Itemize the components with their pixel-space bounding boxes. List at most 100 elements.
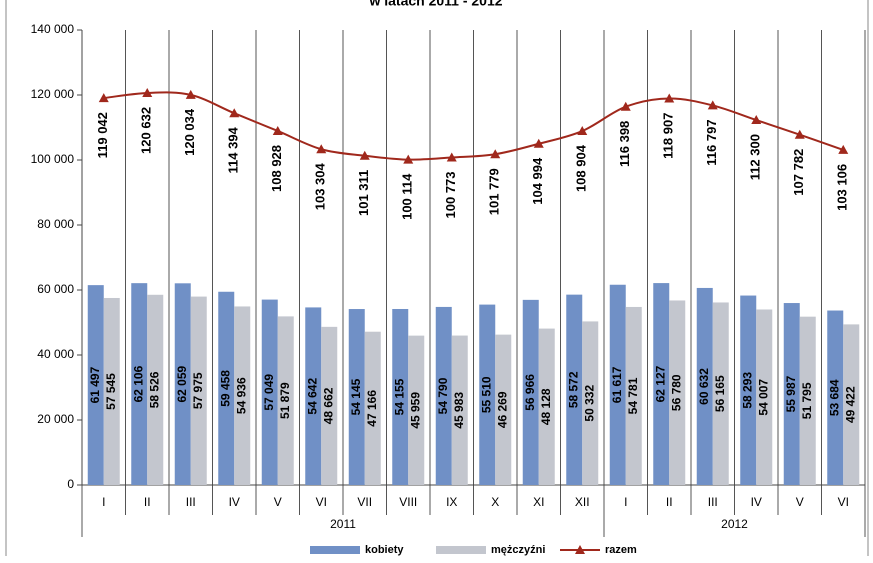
value-label: 57 545 [104, 373, 118, 410]
bar [234, 306, 251, 485]
x-tick-label: III [186, 495, 196, 509]
value-label: 61 497 [88, 366, 102, 403]
value-label: 54 145 [349, 378, 363, 415]
bar [538, 328, 555, 485]
value-label: 112 300 [748, 134, 763, 180]
value-label: 56 966 [523, 374, 537, 411]
x-tick-label: IX [446, 495, 457, 509]
group-label: 2011 [330, 517, 356, 531]
value-label: 104 994 [530, 157, 545, 205]
x-tick-label: V [796, 495, 804, 509]
value-label: 116 797 [704, 119, 719, 165]
y-tick-label: 40 000 [37, 347, 74, 361]
chart-title: w latach 2011 - 2012 [368, 0, 502, 9]
x-tick-label: XII [575, 495, 590, 509]
bar [783, 303, 800, 485]
marker [577, 126, 588, 136]
legend-label: kobiety [365, 544, 404, 556]
marker [98, 93, 109, 103]
value-label: 62 059 [175, 365, 189, 402]
bar [740, 295, 757, 485]
legend-swatch [575, 545, 585, 554]
y-tick-label: 120 000 [31, 87, 75, 101]
bar [348, 309, 365, 485]
marker [272, 125, 283, 135]
value-label: 54 781 [626, 377, 640, 414]
bar [174, 283, 191, 485]
bar [756, 309, 773, 485]
x-tick-label: II [666, 495, 673, 509]
value-label: 103 304 [313, 163, 328, 211]
value-label: 45 959 [408, 392, 422, 429]
value-label: 47 166 [365, 390, 379, 427]
marker [446, 152, 457, 162]
value-label: 46 269 [495, 391, 509, 428]
value-label: 61 617 [610, 366, 624, 403]
bar [131, 283, 148, 485]
x-tick-label: VII [357, 495, 372, 509]
marker [359, 150, 370, 160]
value-label: 51 795 [800, 382, 814, 419]
value-label: 60 632 [697, 368, 711, 405]
value-label: 119 042 [95, 112, 110, 158]
bar [364, 331, 381, 485]
bar [479, 304, 496, 485]
bar [305, 307, 322, 485]
marker [490, 149, 501, 159]
value-label: 54 936 [234, 377, 248, 414]
marker [707, 100, 718, 110]
value-label: 108 928 [269, 145, 284, 192]
value-label: 59 458 [218, 370, 232, 407]
value-label: 100 773 [443, 171, 458, 218]
x-tick-label: VI [838, 495, 849, 509]
marker [142, 87, 153, 97]
value-label: 55 987 [784, 375, 798, 412]
bar [696, 287, 713, 485]
value-label: 101 779 [487, 168, 502, 215]
value-label: 114 394 [226, 126, 241, 173]
value-label: 50 332 [582, 385, 596, 422]
value-label: 118 907 [661, 113, 676, 159]
value-label: 107 782 [791, 149, 806, 196]
bar [653, 283, 670, 485]
x-tick-label: IV [229, 495, 240, 509]
y-tick-label: 0 [67, 477, 74, 491]
bar [799, 316, 816, 485]
x-tick-label: V [274, 495, 282, 509]
x-tick-label: III [708, 495, 718, 509]
bar [582, 321, 599, 485]
x-tick-label: VI [316, 495, 327, 509]
value-label: 58 526 [147, 371, 161, 408]
value-label: 45 983 [452, 392, 466, 429]
bar [190, 296, 207, 485]
value-label: 103 106 [835, 164, 850, 211]
value-label: 62 127 [653, 365, 667, 402]
value-label: 120 034 [182, 108, 197, 156]
bar [321, 326, 338, 485]
value-label: 54 007 [756, 379, 770, 416]
value-label: 62 106 [131, 365, 145, 402]
value-label: 49 422 [843, 386, 857, 423]
bar [669, 300, 686, 485]
marker [533, 138, 544, 148]
bar [625, 306, 642, 485]
value-label: 48 662 [321, 387, 335, 424]
marker [185, 89, 196, 99]
value-label: 53 684 [827, 379, 841, 416]
value-label: 51 879 [278, 382, 292, 419]
marker [838, 144, 849, 154]
value-label: 54 155 [392, 378, 406, 415]
bar [495, 334, 512, 485]
y-tick-label: 100 000 [31, 152, 75, 166]
value-label: 101 311 [356, 170, 371, 216]
marker [403, 154, 414, 164]
bar [392, 308, 409, 485]
bar [609, 284, 626, 485]
value-label: 58 572 [566, 371, 580, 408]
marker [751, 115, 762, 125]
value-label: 55 510 [479, 376, 493, 413]
y-tick-label: 20 000 [37, 412, 74, 426]
x-tick-label: I [102, 495, 105, 509]
bar [827, 310, 844, 485]
x-tick-label: X [491, 495, 499, 509]
